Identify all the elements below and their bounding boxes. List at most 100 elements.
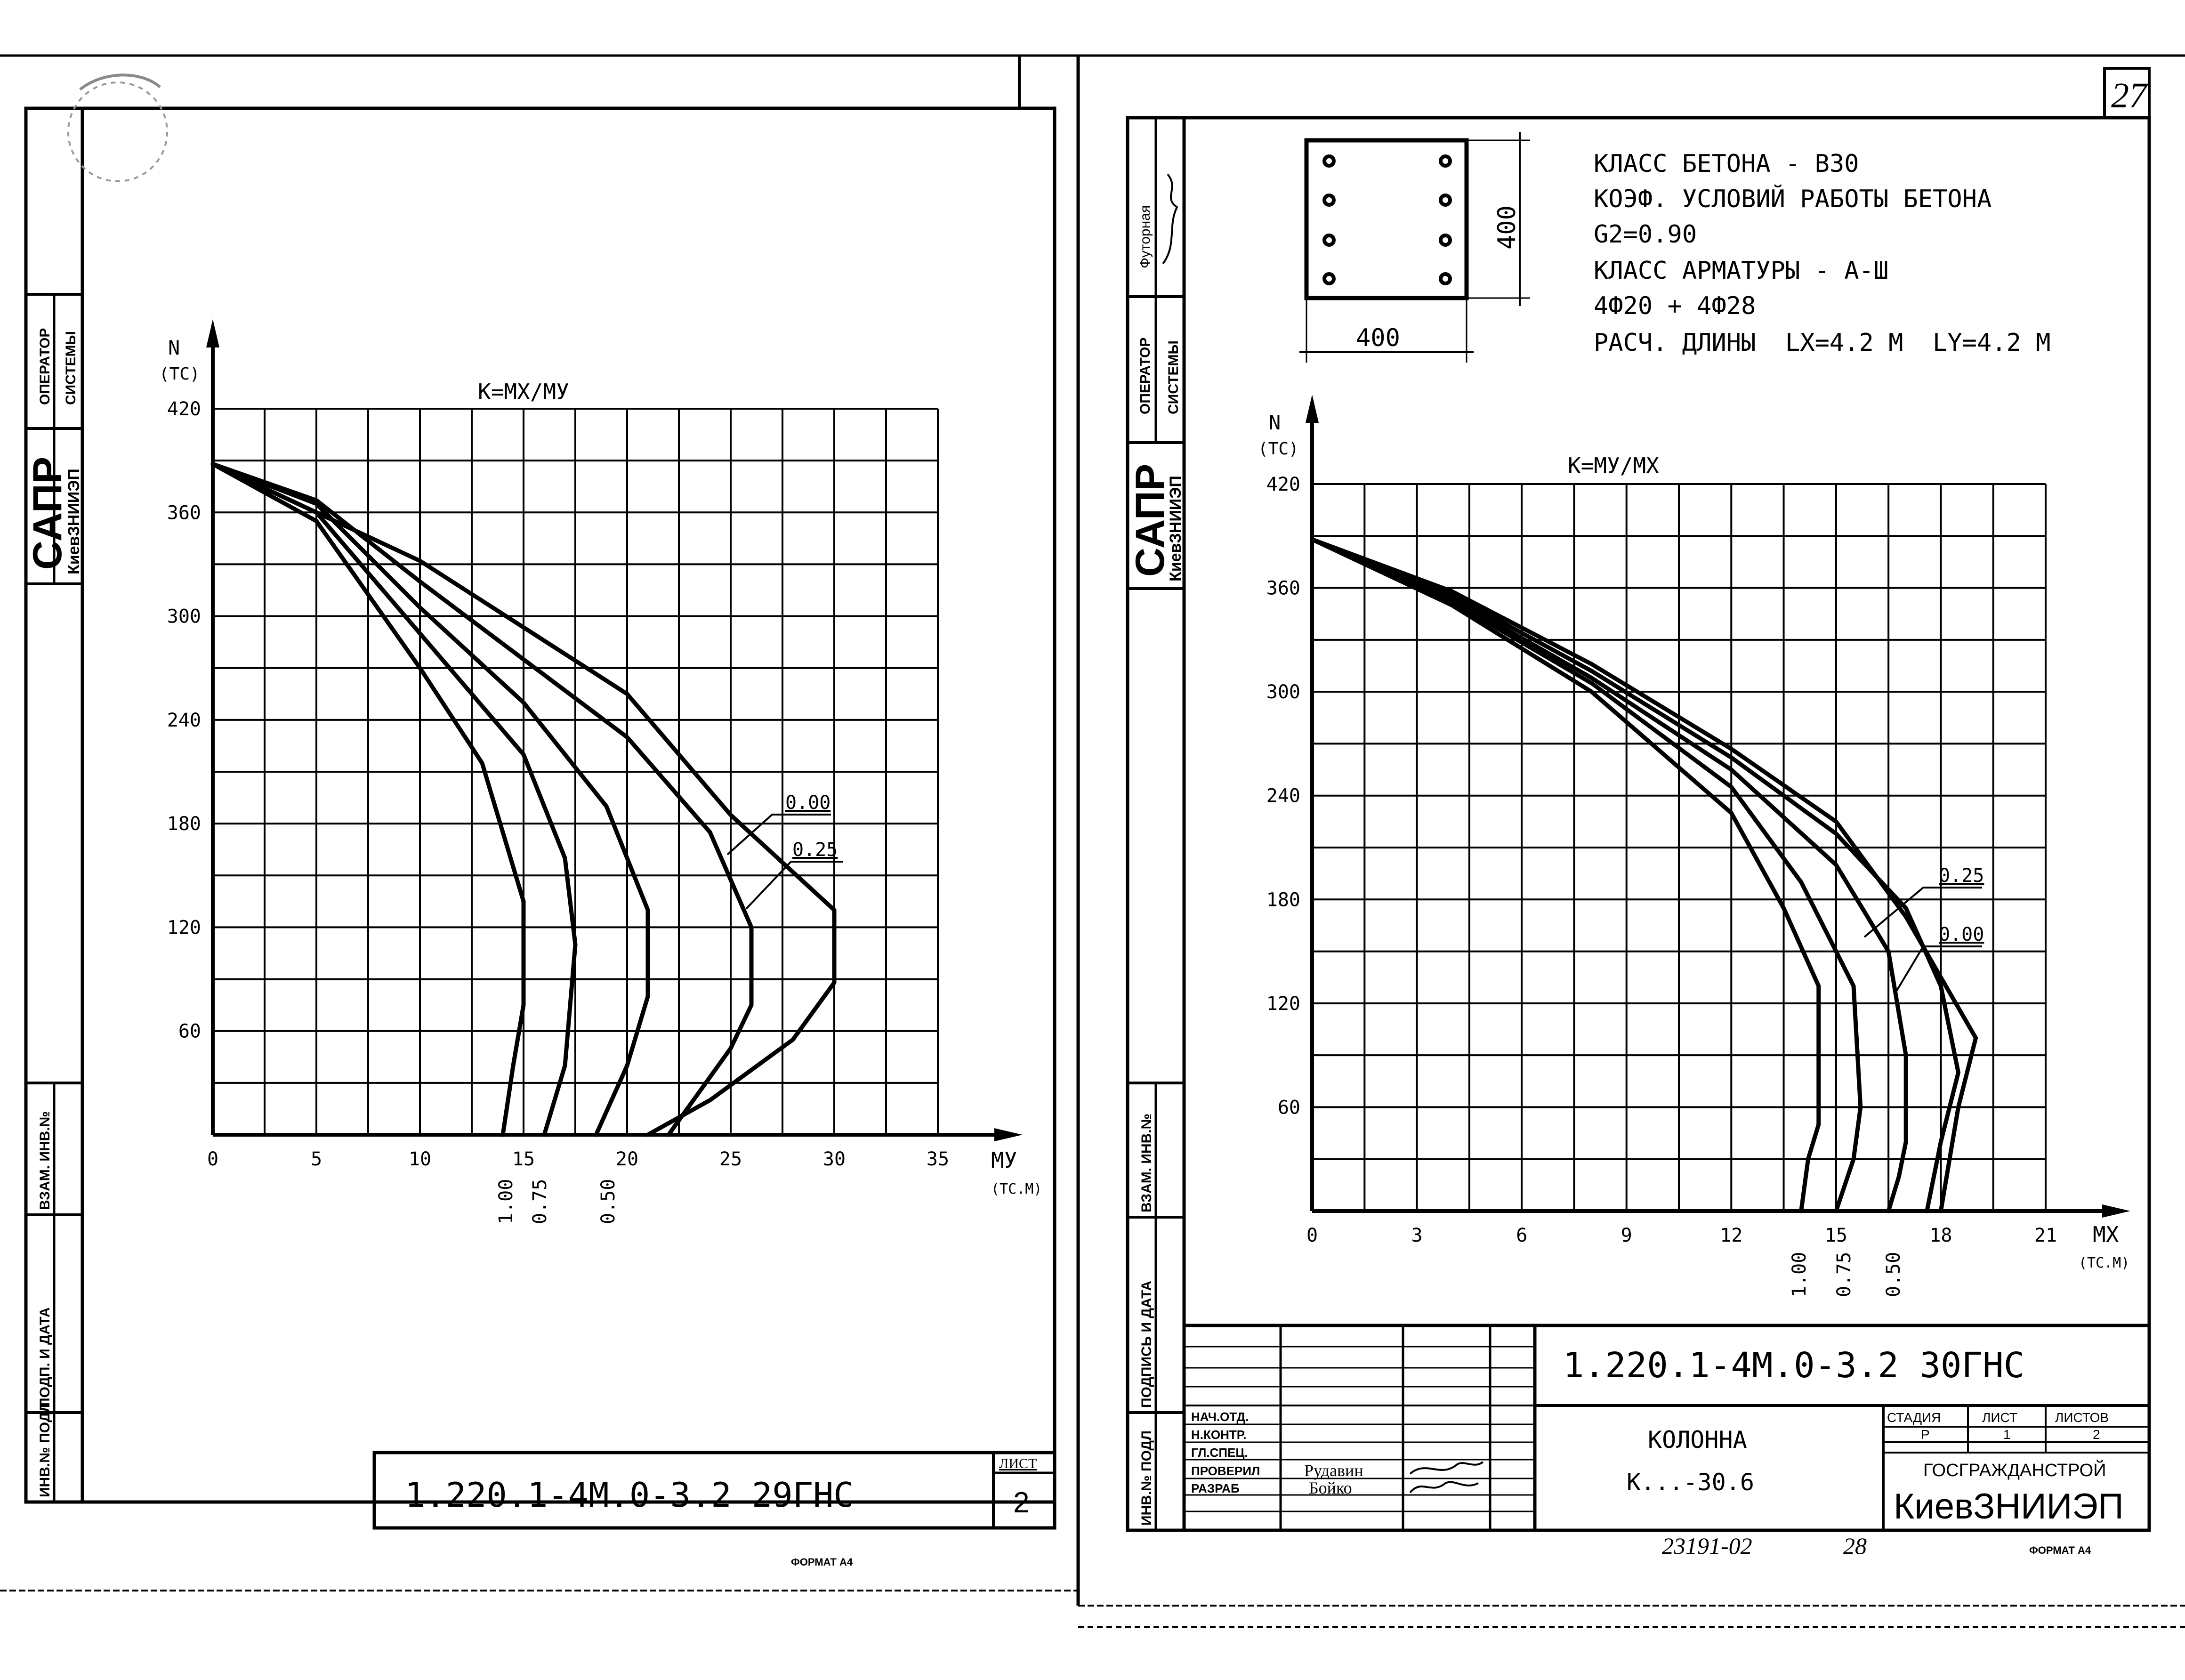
right-x-axis-label: МХ [2093,1222,2119,1247]
x-tick-label: 21 [2034,1225,2057,1246]
left-chart-title: К=МХ/МУ [478,379,569,404]
x-tick-label: 30 [823,1148,846,1170]
sheet-value: 1 [2003,1427,2011,1442]
right-chart-title: К=МУ/МХ [1568,453,1659,478]
spec-line-2: G2=0.90 [1594,220,1697,249]
org-bottom: КиевЗНИИЭП [1894,1486,2124,1527]
name-razrab: Бойко [1309,1478,1352,1497]
left-sheet-number: 2 [1013,1486,1029,1519]
x-tick-label: 9 [1621,1225,1632,1246]
right-callout-1: 0.00 [1894,924,1984,994]
x-tick-label: 18 [1929,1225,1952,1246]
y-tick-label: 420 [167,398,201,420]
left-bottom-label-0: 1.00 [495,1179,517,1224]
role-proveril: ПРОВЕРИЛ [1191,1464,1260,1478]
y-tick-label: 120 [1266,993,1300,1015]
spec-line-0: КЛАСС БЕТОНА - В30 [1594,150,1859,178]
section-height: 400 [1493,205,1521,250]
right-chart-axes [1306,395,2130,1218]
y-tick-label: 120 [167,917,201,938]
section-sketch: 400 400 [1299,132,1530,363]
y-tick-label: 300 [1266,681,1300,703]
right-chart-ticks: 0 3 6 9 12 15 18 21 60 120 180 240 300 360 420 [1266,474,2057,1246]
series-line-0.75 [210,462,578,1137]
left-chart-series [210,462,837,1137]
x-axis-arrow [2102,1204,2130,1218]
right-stamp-sapr: САПР [1128,464,1173,577]
x-tick-label: 6 [1516,1225,1527,1246]
left-y-axis-unit: (ТС) [159,364,200,384]
right-stamp-operator: ОПЕРАТОР [1137,338,1153,414]
series-line-1.00 [210,462,526,1137]
page-number: 27 [2111,76,2148,115]
stamp-systems: СИСТЕМЫ [63,331,79,405]
y-tick-label: 420 [1266,474,1300,495]
right-strip-vzam: ВЗАМ. ИНВ.№ [1139,1114,1154,1212]
section-outline [1304,138,1469,300]
right-x-axis-unit: (ТС.М) [2079,1255,2129,1271]
left-format: ФОРМАТ А4 [791,1556,853,1568]
futor-signature [1162,173,1178,265]
right-stamp-futor: Футорная [1137,205,1153,268]
right-callout-0: 0.25 [1863,865,1984,938]
spec-line-5: РАСЧ. ДЛИНЫ LX=4.2 М LY=4.2 М [1594,329,2051,357]
y-tick-label: 180 [167,813,201,835]
left-sheet-label: ЛИСТ [999,1456,1037,1471]
handwritten-num: 28 [1843,1533,1867,1559]
left-title-block: 1.220.1-4М.0-3.2 29ГНС ЛИСТ 2 ФОРМАТ А4 [372,1451,1056,1568]
series-line-0.50 [210,462,650,1137]
right-callout-0-label: 0.25 [1939,865,1984,887]
left-callout-0-label: 0.00 [785,792,830,814]
left-x-axis-unit: (ТС.М) [991,1181,1042,1197]
right-chart-grid [1311,483,2047,1212]
right-callout-1-label: 0.00 [1939,924,1984,945]
left-inner-frame [81,106,1056,1504]
y-tick-label: 240 [167,710,201,731]
y-tick-label: 360 [167,502,201,524]
left-y-axis-label: N [168,336,180,359]
left-stamp-strip: ОПЕРАТОР СИСТЕМЫ САПР КиевЗНИИЭП ВЗАМ. И… [24,106,84,1504]
right-chart-series [1310,537,1978,1213]
sheets-value: 2 [2093,1427,2100,1442]
right-format: ФОРМАТ А4 [2029,1544,2091,1556]
org-top: ГОСГРАЖДАНСТРОЙ [1923,1459,2106,1480]
strip-inv: ИНВ.№ ПОДЛ [37,1402,53,1497]
role-gl-spec: ГЛ.СПЕЦ. [1191,1446,1248,1460]
right-sheet: 27 Футорная ОПЕРАТОР СИСТЕМЫ САПР КиевЗН… [1078,54,2185,1628]
series-line-0.75 [1310,537,1863,1213]
x-tick-label: 5 [311,1148,322,1170]
right-stamp-systems: СИСТЕМЫ [1166,340,1181,414]
specs-block: КЛАСС БЕТОНА - В30 КОЭФ. УСЛОВИЙ РАБОТЫ … [1594,150,2051,357]
series-line-0.00 [210,462,837,1137]
section-width: 400 [1356,324,1400,352]
right-bottom-label-2: 0.50 [1883,1252,1904,1297]
left-bottom-label-2: 0.50 [597,1179,619,1224]
spec-line-1: КОЭФ. УСЛОВИЙ РАБОТЫ БЕТОНА [1594,185,1991,213]
series-line-0.25 [210,462,754,1137]
x-tick-label: 20 [616,1148,638,1170]
right-y-axis-unit: (ТС) [1258,439,1299,459]
stage-label: СТАДИЯ [1887,1410,1941,1425]
right-stamp-strip: Футорная ОПЕРАТОР СИСТЕМЫ САПР КиевЗНИИЭ… [1128,118,1185,1530]
name-proveril: Рудавин [1304,1461,1363,1480]
stamp-sapr: САПР [25,457,70,570]
y-tick-label: 300 [167,606,201,628]
left-x-axis-label: МУ [991,1147,1017,1173]
right-chart: 0 3 6 9 12 15 18 21 60 120 180 240 300 360 420 К=МУ/МХ… [1258,395,2130,1297]
role-n-kontr: Н.КОНТР. [1191,1428,1246,1442]
left-callout-0: 0.00 [726,792,831,856]
series-line-0.00 [1310,537,1978,1213]
strip-podp: ПОДП. И ДАТА [37,1307,53,1408]
signature-razrab [1409,1481,1479,1494]
object-mark: К...-30.6 [1627,1469,1754,1496]
right-title-code: 1.220.1-4М.0-3.2 30ГНС [1563,1345,2024,1386]
left-callout-1: 0.25 [745,839,843,910]
x-tick-label: 15 [512,1148,535,1170]
left-callout-1-label: 0.25 [792,839,838,861]
left-title-code: 1.220.1-4М.0-3.2 29ГНС [405,1475,854,1515]
role-razrab: РАЗРАБ [1191,1481,1240,1495]
left-chart-axes [206,319,1023,1141]
x-tick-label: 15 [1825,1225,1847,1246]
right-outer-frame [1126,116,2151,1532]
